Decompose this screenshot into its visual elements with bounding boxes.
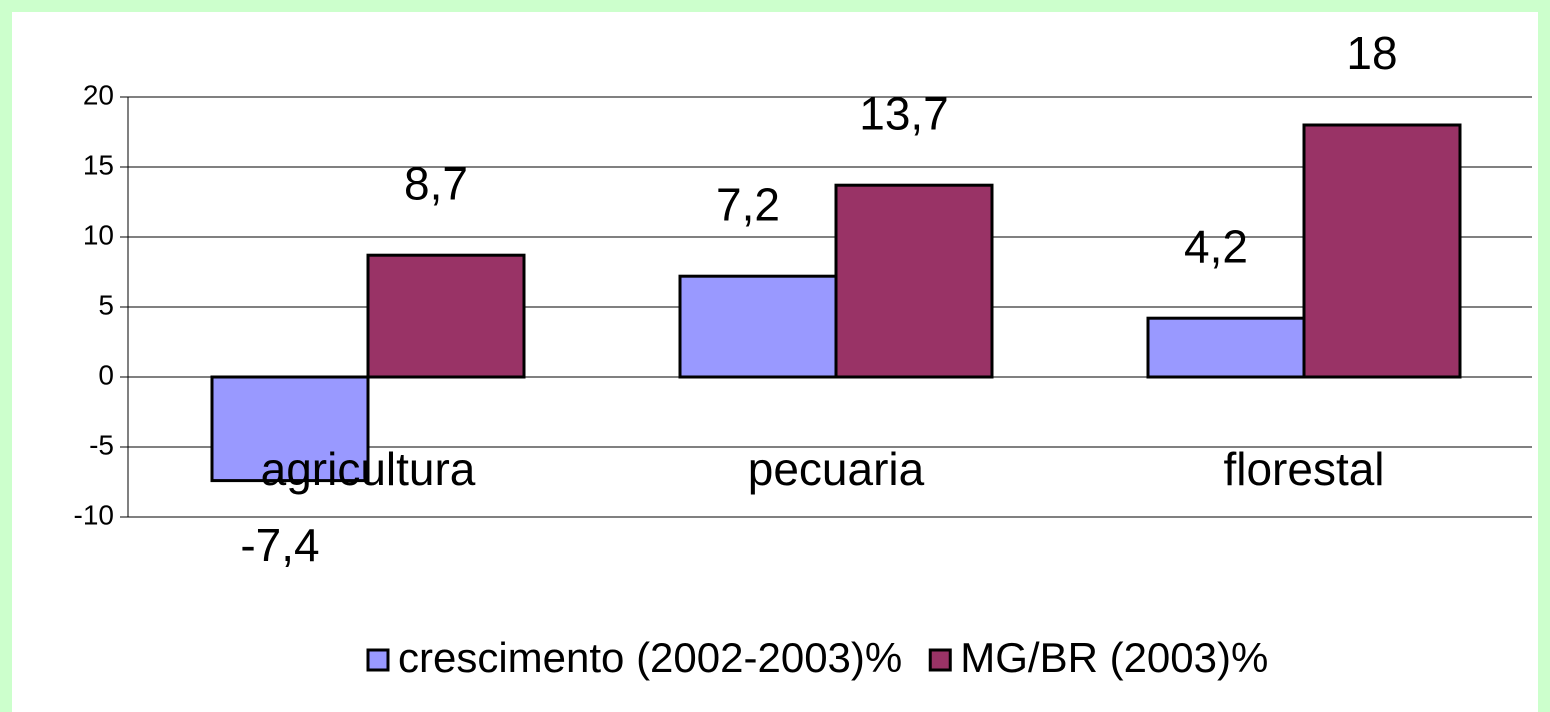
y-tick-label: 0 bbox=[98, 359, 114, 390]
data-label: 4,2 bbox=[1184, 220, 1248, 272]
x-tick-label: florestal bbox=[1223, 443, 1384, 495]
data-label: 18 bbox=[1346, 27, 1397, 79]
y-tick-label: -5 bbox=[89, 429, 114, 460]
legend-swatch bbox=[366, 648, 390, 672]
bar bbox=[1146, 316, 1306, 379]
legend-label: crescimento (2002-2003)% bbox=[398, 634, 902, 681]
bar bbox=[210, 375, 370, 483]
bar bbox=[366, 253, 526, 379]
legend-swatch bbox=[928, 648, 952, 672]
bar bbox=[1302, 123, 1462, 379]
bar bbox=[678, 274, 838, 379]
y-tick-label: 20 bbox=[83, 79, 114, 110]
y-tick-label: -10 bbox=[74, 499, 114, 530]
x-tick-label: pecuaria bbox=[748, 443, 925, 495]
x-tick-label: agricultura bbox=[261, 443, 476, 495]
y-tick-label: 10 bbox=[83, 219, 114, 250]
y-tick-label: 5 bbox=[98, 289, 114, 320]
y-tick-label: 15 bbox=[83, 149, 114, 180]
data-label: -7,4 bbox=[240, 519, 319, 571]
data-label: 7,2 bbox=[716, 178, 780, 230]
data-label: 13,7 bbox=[859, 87, 949, 139]
bar bbox=[834, 183, 994, 379]
legend-label: MG/BR (2003)% bbox=[960, 634, 1268, 681]
data-label: 8,7 bbox=[404, 157, 468, 209]
